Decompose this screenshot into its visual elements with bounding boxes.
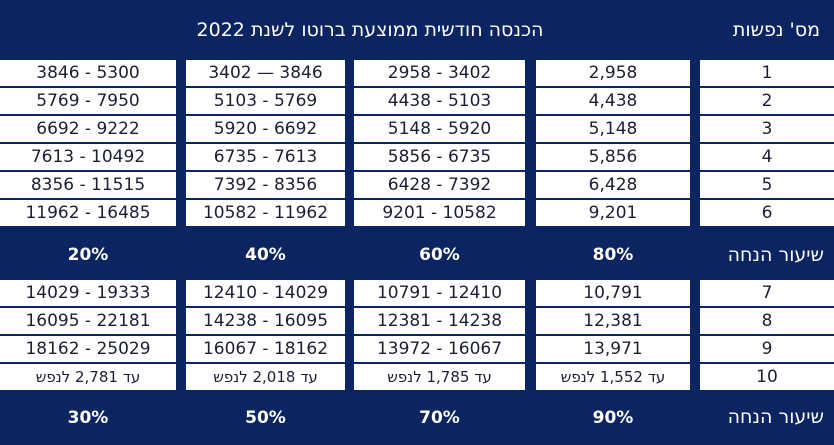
cell-discount-70: 13972 - 16067 xyxy=(354,336,525,364)
cell-discount-30: 14029 - 19333 xyxy=(0,280,176,308)
header-title: הכנסה חודשית ממוצעת ברוטו לשנת 2022 xyxy=(196,19,544,41)
cell-persons: 1 xyxy=(700,60,834,88)
table-header: הכנסה חודשית ממוצעת ברוטו לשנת 2022 מס' … xyxy=(0,0,834,58)
cell-discount-80: 5,148 xyxy=(536,116,690,144)
cell-discount-60: 5148 - 5920 xyxy=(354,116,525,144)
cell-discount-60: 4438 - 5103 xyxy=(354,88,525,116)
cell-discount-80: 9,201 xyxy=(536,200,690,228)
cell-discount-70: עד 1,785 לנפש xyxy=(354,364,525,392)
cell-persons: 3 xyxy=(700,116,834,144)
cell-discount-60: 2958 - 3402 xyxy=(354,60,525,88)
discount-90-percent: 90% xyxy=(592,408,634,428)
cell-discount-60: 6428 - 7392 xyxy=(354,172,525,200)
discount-30-percent: 30% xyxy=(67,408,109,428)
discount-20-percent: 20% xyxy=(67,245,109,265)
cell-discount-30: עד 2,781 לנפש xyxy=(0,364,176,392)
cell-discount-20: 5769 - 7950 xyxy=(0,88,176,116)
discount-80-percent: 80% xyxy=(592,245,634,265)
cell-persons: 9 xyxy=(700,336,834,364)
discount-40-percent: 40% xyxy=(245,245,286,265)
cell-discount-40: 10582 - 11962 xyxy=(186,200,345,228)
cell-discount-20: 6692 - 9222 xyxy=(0,116,176,144)
cell-discount-50: 12410 - 14029 xyxy=(186,280,345,308)
cell-discount-70: 12381 - 14238 xyxy=(354,308,525,336)
cell-persons: 6 xyxy=(700,200,834,228)
discount-rate-label: שיעור הנחה xyxy=(727,406,824,428)
cell-persons: 4 xyxy=(700,144,834,172)
discount-70-percent: 70% xyxy=(419,408,460,428)
header-persons-label: מס' נפשות xyxy=(732,19,820,41)
cell-persons: 10 xyxy=(700,364,834,392)
cell-discount-80: 2,958 xyxy=(536,60,690,88)
cell-discount-40: 5103 - 5769 xyxy=(186,88,345,116)
discount-50-percent: 50% xyxy=(245,408,286,428)
cell-discount-90: 12,381 xyxy=(536,308,690,336)
cell-discount-80: 5,856 xyxy=(536,144,690,172)
cell-discount-40: 5920 - 6692 xyxy=(186,116,345,144)
cell-discount-70: 10791 - 12410 xyxy=(354,280,525,308)
cell-discount-90: עד 1,552 לנפש xyxy=(536,364,690,392)
cell-discount-90: 10,791 xyxy=(536,280,690,308)
cell-discount-30: 16095 - 22181 xyxy=(0,308,176,336)
cell-discount-80: 4,438 xyxy=(536,88,690,116)
cell-discount-60: 9201 - 10582 xyxy=(354,200,525,228)
cell-discount-90: 13,971 xyxy=(536,336,690,364)
cell-discount-30: 18162 - 25029 xyxy=(0,336,176,364)
cell-discount-60: 5856 - 6735 xyxy=(354,144,525,172)
discount-rate-label: שיעור הנחה xyxy=(727,244,824,266)
cell-discount-40: 7392 - 8356 xyxy=(186,172,345,200)
cell-discount-20: 3846 - 5300 xyxy=(0,60,176,88)
cell-discount-50: עד 2,018 לנפש xyxy=(186,364,345,392)
cell-persons: 7 xyxy=(700,280,834,308)
cell-discount-80: 6,428 xyxy=(536,172,690,200)
cell-persons: 8 xyxy=(700,308,834,336)
cell-discount-50: 16067 - 18162 xyxy=(186,336,345,364)
cell-discount-40: 6735 - 7613 xyxy=(186,144,345,172)
cell-discount-20: 8356 - 11515 xyxy=(0,172,176,200)
discount-60-percent: 60% xyxy=(419,245,460,265)
cell-discount-20: 11962 - 16485 xyxy=(0,200,176,228)
cell-persons: 5 xyxy=(700,172,834,200)
cell-discount-50: 14238 - 16095 xyxy=(186,308,345,336)
cell-discount-40: 3402 — 3846 xyxy=(186,60,345,88)
cell-persons: 2 xyxy=(700,88,834,116)
cell-discount-20: 7613 - 10492 xyxy=(0,144,176,172)
